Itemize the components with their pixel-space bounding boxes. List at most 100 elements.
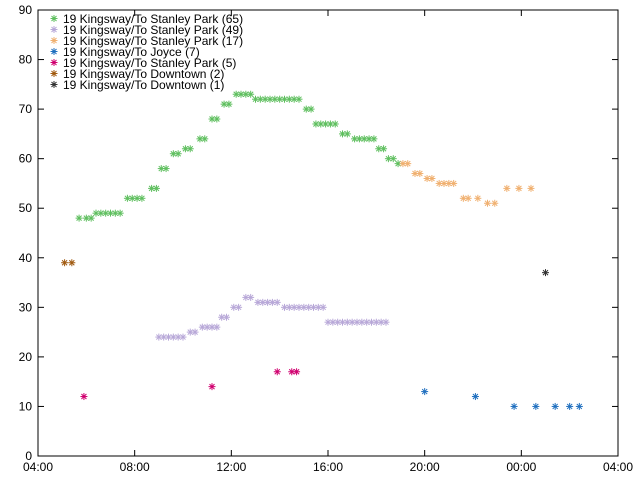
y-axis-ticks: 0 10 20 30 40 50 60 70 80 90 [19, 3, 618, 463]
data-point [351, 135, 359, 143]
data-point [382, 318, 390, 326]
data-point [235, 303, 243, 311]
data-point [527, 184, 535, 192]
y-tick-label: 60 [19, 152, 33, 166]
data-point [75, 214, 83, 222]
legend-entry-label: 19 Kingsway/To Downtown (2) [63, 67, 224, 81]
data-point [247, 90, 255, 98]
x-tick-label: 00:00 [506, 460, 536, 474]
legend-marker [50, 70, 58, 77]
data-point [169, 150, 177, 158]
data-point [179, 333, 187, 341]
x-axis-ticks: 04:00 08:00 12:00 16:00 20:00 00:00 04:00 [23, 10, 633, 474]
legend-entry-label: 19 Kingsway/To Stanley Park (49) [63, 23, 243, 37]
x-tick-label: 20:00 [410, 460, 440, 474]
data-point [515, 184, 523, 192]
data-point [223, 313, 230, 321]
data-point [254, 298, 262, 306]
data-point [174, 333, 182, 341]
data-point [428, 174, 436, 182]
data-point [242, 90, 250, 98]
data-point [87, 214, 95, 222]
data-points [61, 90, 583, 410]
data-point [365, 135, 373, 143]
data-point [208, 383, 216, 391]
data-point [484, 199, 491, 207]
legend-marker [50, 81, 58, 88]
y-tick-label: 10 [19, 399, 33, 413]
data-point [389, 155, 397, 163]
data-point [82, 214, 90, 222]
data-point [343, 130, 351, 138]
legend-marker [50, 26, 58, 33]
data-point [61, 259, 69, 267]
data-point [225, 100, 233, 108]
data-point [435, 179, 443, 187]
data-point [566, 402, 574, 410]
legend-entry-label: 19 Kingsway/To Stanley Park (17) [63, 34, 243, 48]
x-tick-label: 04:00 [603, 460, 633, 474]
data-point [252, 95, 259, 103]
y-tick-label: 70 [19, 102, 33, 116]
data-point [242, 293, 250, 301]
data-point [491, 199, 499, 207]
series-3 [421, 388, 583, 410]
y-tick-label: 50 [19, 201, 33, 215]
x-tick-label: 04:00 [23, 460, 53, 474]
y-tick-label: 20 [19, 350, 33, 364]
data-point [293, 368, 301, 376]
data-point [331, 120, 339, 128]
data-point [411, 170, 419, 178]
data-point [203, 323, 211, 331]
data-point [532, 402, 540, 410]
data-point [353, 318, 361, 326]
y-tick-label: 40 [19, 251, 33, 265]
data-point [471, 393, 479, 401]
data-point [116, 209, 124, 217]
data-point [421, 388, 429, 396]
data-point [186, 145, 194, 153]
data-point [152, 184, 160, 192]
x-tick-label: 12:00 [216, 460, 246, 474]
data-point [464, 194, 472, 202]
legend-entry-label: 19 Kingsway/To Downtown (1) [63, 78, 224, 92]
data-point [542, 269, 549, 277]
series-2 [399, 160, 535, 207]
data-point [370, 135, 378, 143]
data-point [273, 368, 281, 376]
data-point [247, 293, 255, 301]
data-point [503, 184, 511, 192]
data-point [191, 328, 199, 336]
data-point [416, 170, 424, 178]
data-point [510, 402, 518, 410]
legend-marker [50, 15, 58, 22]
legend-marker [50, 37, 58, 44]
data-point [551, 402, 559, 410]
series-0 [75, 90, 402, 222]
data-point [165, 333, 172, 341]
data-point [213, 323, 221, 331]
data-point [268, 298, 276, 306]
series-4 [80, 368, 301, 401]
legend-entry-label: 19 Kingsway/To Stanley Park (5) [63, 56, 236, 70]
data-point [380, 145, 388, 153]
y-tick-label: 90 [19, 3, 33, 17]
data-point [271, 95, 279, 103]
data-point [213, 115, 221, 123]
series-5 [61, 259, 76, 267]
data-point [339, 130, 346, 138]
y-tick-label: 30 [19, 300, 33, 314]
data-point [348, 318, 356, 326]
x-tick-label: 16:00 [313, 460, 343, 474]
data-point [404, 160, 412, 168]
y-tick-label: 80 [19, 53, 33, 67]
data-point [450, 179, 458, 187]
x-tick-label: 08:00 [120, 460, 150, 474]
legend-entry-label: 19 Kingsway/To Joyce (7) [63, 45, 200, 59]
y-tick-label: 0 [25, 449, 32, 463]
legend: 19 Kingsway/To Stanley Park (65)19 Kings… [50, 12, 243, 92]
data-point [273, 298, 281, 306]
data-point [174, 150, 182, 158]
data-point [358, 318, 366, 326]
